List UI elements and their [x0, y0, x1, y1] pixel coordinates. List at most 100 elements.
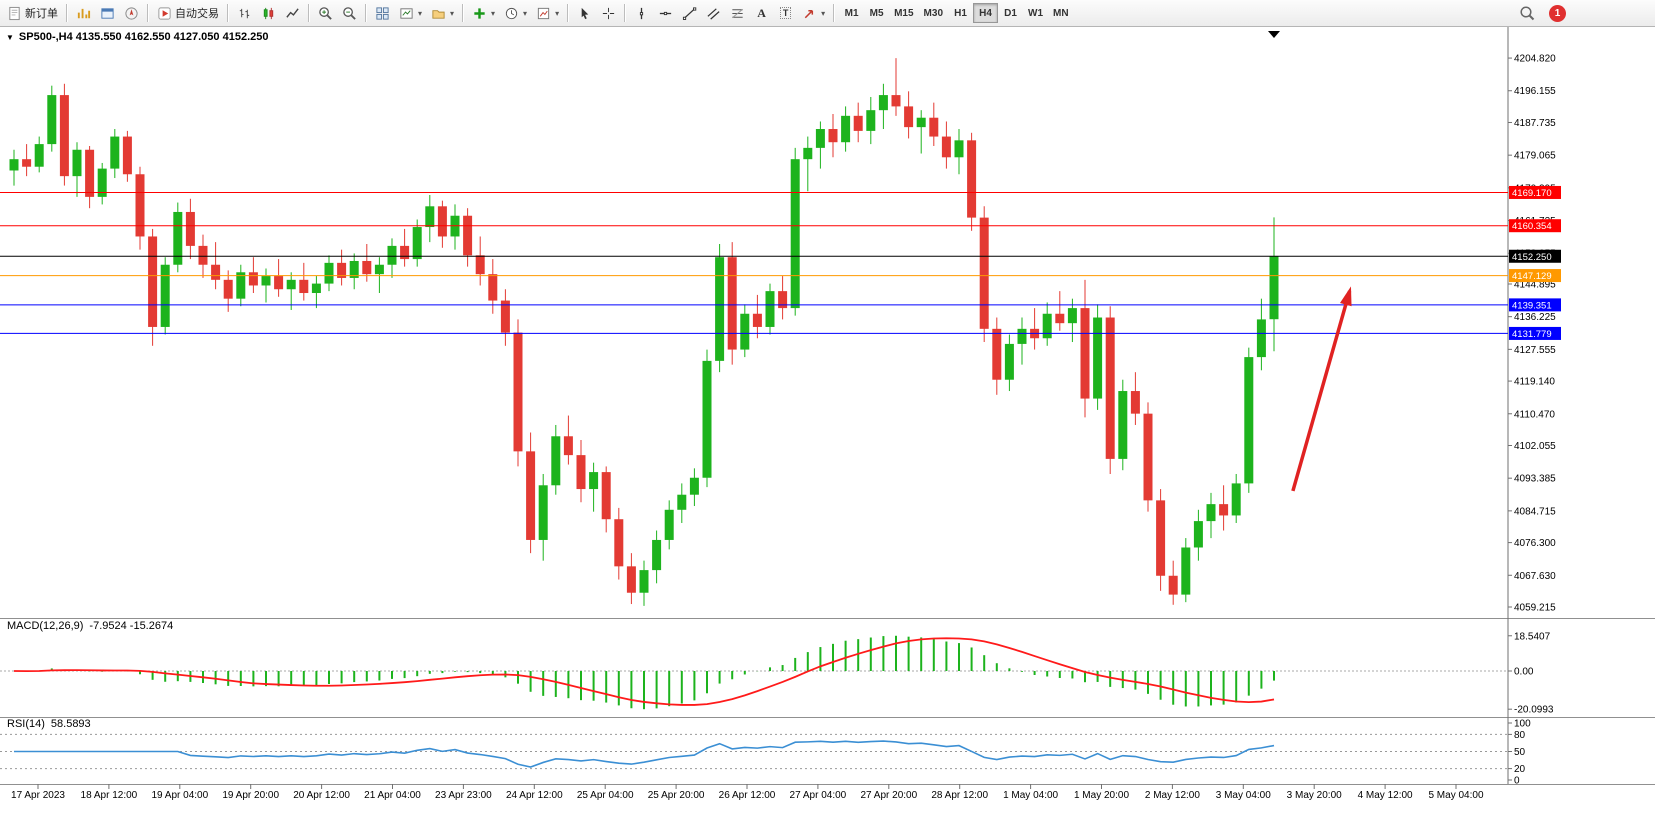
horizontal-line-button[interactable]: [654, 2, 677, 24]
timeframe-m5[interactable]: M5: [864, 3, 889, 23]
svg-text:25 Apr 04:00: 25 Apr 04:00: [577, 790, 634, 801]
arrows-tool-button[interactable]: [798, 2, 829, 24]
trendline-button[interactable]: [678, 2, 701, 24]
timeframe-m15[interactable]: M15: [889, 3, 918, 23]
vertical-line-icon: [639, 7, 644, 19]
svg-text:4152.250: 4152.250: [1512, 252, 1552, 263]
svg-text:4110.470: 4110.470: [1514, 409, 1555, 420]
line-chart-icon: [286, 7, 299, 18]
bar-chart-button[interactable]: [233, 2, 256, 24]
svg-text:25 Apr 20:00: 25 Apr 20:00: [648, 790, 705, 801]
svg-text:24 Apr 12:00: 24 Apr 12:00: [506, 790, 563, 801]
new-order-icon: [9, 6, 20, 20]
timeframe-group: M1 M5 M15 M30 H1 H4 D1 W1 MN: [839, 3, 1073, 23]
chart-collapse-icon[interactable]: ▼: [6, 32, 14, 42]
profiles-folder-icon: [432, 9, 445, 19]
toolbar-separator: [66, 4, 68, 22]
svg-text:4102.055: 4102.055: [1514, 441, 1556, 452]
tile-windows-button[interactable]: [371, 2, 394, 24]
svg-text:27 Apr 04:00: 27 Apr 04:00: [790, 790, 847, 801]
svg-text:4 May 12:00: 4 May 12:00: [1358, 790, 1413, 801]
equidistant-channel-button[interactable]: [702, 2, 725, 24]
chart-canvas[interactable]: 4204.8204196.1554187.7354179.0654170.395…: [0, 27, 1655, 807]
text-tool-label: A: [757, 5, 766, 20]
svg-text:1 May 04:00: 1 May 04:00: [1003, 790, 1058, 801]
svg-text:50: 50: [1514, 747, 1526, 758]
line-chart-button[interactable]: [281, 2, 304, 24]
zoom-in-button[interactable]: [314, 2, 337, 24]
timeframe-mn[interactable]: MN: [1048, 3, 1074, 23]
candlestick-chart-button[interactable]: [257, 2, 280, 24]
channel-icon: [707, 7, 720, 20]
periods-button[interactable]: [500, 2, 531, 24]
rsi-indicator-name: RSI(14): [7, 718, 45, 730]
svg-text:4084.715: 4084.715: [1514, 506, 1556, 517]
crosshair-icon: [602, 7, 615, 19]
timeframe-w1[interactable]: W1: [1023, 3, 1048, 23]
text-tool-button[interactable]: A: [750, 2, 773, 24]
svg-text:27 Apr 20:00: 27 Apr 20:00: [860, 790, 917, 801]
vertical-line-button[interactable]: [630, 2, 653, 24]
auto-trading-button[interactable]: 自动交易: [153, 2, 223, 24]
svg-text:0: 0: [1514, 776, 1520, 787]
search-button[interactable]: [1515, 2, 1539, 24]
macd-values: -7.9524 -15.2674: [89, 620, 174, 632]
data-window-button[interactable]: [96, 2, 119, 24]
horizontal-line-icon: [659, 11, 672, 15]
label-tool-label: T: [779, 7, 792, 19]
zoom-in-icon: [319, 6, 332, 20]
notification-badge[interactable]: 1: [1549, 4, 1566, 22]
svg-text:3 May 20:00: 3 May 20:00: [1287, 790, 1342, 801]
toolbar-separator: [147, 4, 149, 22]
svg-text:21 Apr 04:00: 21 Apr 04:00: [364, 790, 421, 801]
svg-text:-20.0993: -20.0993: [1514, 705, 1554, 716]
chart-title: ▼ SP500-,H4 4135.550 4162.550 4127.050 4…: [6, 31, 268, 43]
crosshair-button[interactable]: [597, 2, 620, 24]
navigator-button[interactable]: [120, 2, 143, 24]
rsi-label: RSI(14) 58.5893: [7, 718, 91, 730]
toolbar-separator: [227, 4, 229, 22]
market-watch-button[interactable]: [72, 2, 95, 24]
macd-label: MACD(12,26,9) -7.9524 -15.2674: [7, 620, 173, 632]
bar-chart-icon: [239, 8, 250, 18]
auto-trading-label: 自动交易: [175, 8, 219, 20]
arrow-tool-icon: [804, 9, 814, 18]
svg-text:20: 20: [1514, 764, 1526, 775]
svg-text:4204.820: 4204.820: [1514, 54, 1556, 65]
timeframe-m30[interactable]: M30: [919, 3, 948, 23]
svg-text:80: 80: [1514, 730, 1526, 741]
chart-title-text: SP500-,H4 4135.550 4162.550 4127.050 415…: [18, 31, 269, 43]
svg-text:4196.155: 4196.155: [1514, 86, 1556, 97]
timeframe-d1[interactable]: D1: [998, 3, 1023, 23]
svg-text:19 Apr 20:00: 19 Apr 20:00: [222, 790, 279, 801]
search-icon: [1520, 6, 1535, 21]
new-chart-button[interactable]: [395, 2, 426, 24]
svg-text:18.5407: 18.5407: [1514, 631, 1551, 642]
svg-text:4136.225: 4136.225: [1514, 312, 1556, 323]
templates-button[interactable]: [532, 2, 563, 24]
template-icon: [537, 7, 550, 19]
cursor-button[interactable]: [573, 2, 596, 24]
svg-text:4059.215: 4059.215: [1514, 602, 1556, 613]
svg-text:3 May 04:00: 3 May 04:00: [1216, 790, 1271, 801]
new-order-button[interactable]: 新订单: [3, 2, 62, 24]
svg-text:4067.630: 4067.630: [1514, 571, 1556, 582]
svg-text:100: 100: [1514, 719, 1531, 730]
chart-window: ▼ SP500-,H4 4135.550 4162.550 4127.050 4…: [0, 27, 1655, 807]
trendline-icon: [683, 6, 697, 20]
svg-text:20 Apr 12:00: 20 Apr 12:00: [293, 790, 350, 801]
svg-text:17 Apr 2023: 17 Apr 2023: [11, 790, 65, 801]
indicators-button[interactable]: [468, 2, 499, 24]
timeframe-h4[interactable]: H4: [973, 3, 998, 23]
chart-profiles-button[interactable]: [427, 2, 458, 24]
tile-windows-icon: [376, 6, 389, 20]
timeframe-h1[interactable]: H1: [948, 3, 973, 23]
fibonacci-button[interactable]: [726, 2, 749, 24]
svg-text:26 Apr 12:00: 26 Apr 12:00: [719, 790, 776, 801]
toolbar-separator: [462, 4, 465, 22]
label-tool-button[interactable]: T: [774, 2, 797, 24]
zoom-out-button[interactable]: [338, 2, 361, 24]
svg-text:19 Apr 04:00: 19 Apr 04:00: [151, 790, 208, 801]
clock-icon: [505, 7, 518, 19]
timeframe-m1[interactable]: M1: [839, 3, 864, 23]
